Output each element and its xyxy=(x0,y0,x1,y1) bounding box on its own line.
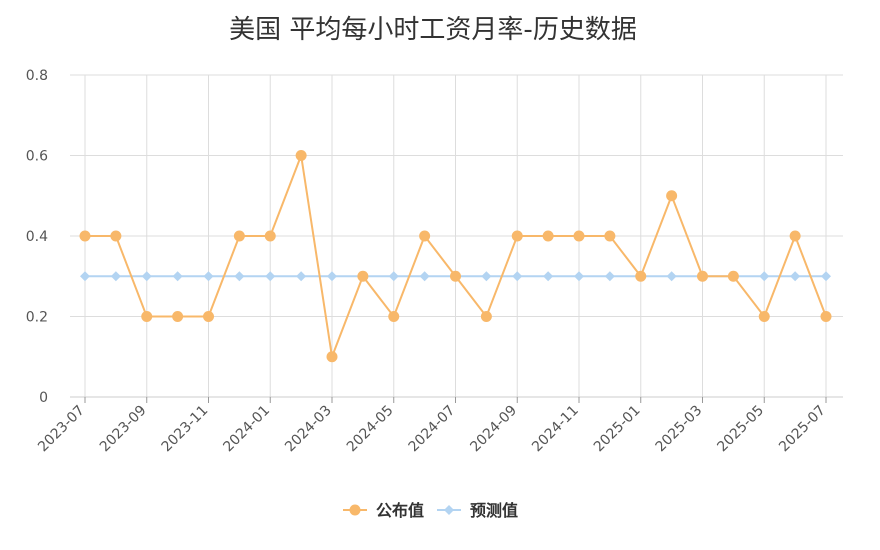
published-point[interactable] xyxy=(295,150,307,161)
x-tick-label: 2023-07 xyxy=(35,403,88,456)
published-point[interactable] xyxy=(697,270,708,282)
forecast-point[interactable] xyxy=(296,271,307,282)
legend-item-forecast[interactable]: 预测值 xyxy=(437,501,518,520)
legend-circle-icon xyxy=(349,504,361,516)
published-point[interactable] xyxy=(79,230,91,242)
published-point[interactable] xyxy=(388,311,400,322)
series-layer xyxy=(79,150,832,363)
legend-diamond-icon xyxy=(444,505,454,515)
published-point[interactable] xyxy=(326,351,338,363)
forecast-point[interactable] xyxy=(543,271,554,282)
forecast-point[interactable] xyxy=(234,271,245,282)
x-tick-label: 2024-09 xyxy=(467,403,520,456)
x-tick-label: 2024-01 xyxy=(220,403,273,456)
forecast-point[interactable] xyxy=(790,271,801,282)
x-tick-label: 2024-11 xyxy=(529,403,582,456)
published-point[interactable] xyxy=(141,311,153,322)
grid xyxy=(70,74,843,398)
chart-title: 美国 平均每小时工资月率-历史数据 xyxy=(229,15,637,45)
x-tick-label: 2025-01 xyxy=(591,403,644,456)
forecast-point[interactable] xyxy=(265,271,276,282)
x-tick-label: 2023-11 xyxy=(159,403,212,456)
published-point[interactable] xyxy=(419,230,431,242)
y-tick-label: 0.4 xyxy=(26,229,48,245)
legend-label: 公布值 xyxy=(376,501,424,520)
published-point[interactable] xyxy=(480,311,492,322)
forecast-point[interactable] xyxy=(388,271,399,282)
x-tick-label: 2024-07 xyxy=(406,403,459,456)
forecast-point[interactable] xyxy=(512,271,523,282)
x-tick-label: 2025-05 xyxy=(714,403,767,456)
forecast-point[interactable] xyxy=(821,271,831,282)
x-tick-label: 2025-03 xyxy=(653,403,706,456)
y-tick-label: 0.6 xyxy=(26,149,48,165)
forecast-point[interactable] xyxy=(666,271,677,282)
forecast-point[interactable] xyxy=(80,271,90,282)
y-tick-label: 0.2 xyxy=(26,310,48,326)
published-point[interactable] xyxy=(172,311,184,322)
published-point[interactable] xyxy=(789,230,801,242)
x-tick-label: 2023-09 xyxy=(97,403,150,456)
published-point[interactable] xyxy=(511,230,523,242)
forecast-point[interactable] xyxy=(481,271,492,282)
published-point[interactable] xyxy=(758,311,770,322)
forecast-point[interactable] xyxy=(604,271,615,282)
published-point[interactable] xyxy=(264,230,276,242)
published-point[interactable] xyxy=(110,230,122,242)
forecast-point[interactable] xyxy=(110,271,121,282)
published-point[interactable] xyxy=(203,311,214,322)
published-point[interactable] xyxy=(820,311,832,322)
published-point[interactable] xyxy=(666,190,678,202)
x-tick-label: 2024-03 xyxy=(282,403,335,456)
published-point[interactable] xyxy=(635,270,647,282)
forecast-point[interactable] xyxy=(327,271,337,282)
legend-label: 预测值 xyxy=(470,501,518,520)
forecast-point[interactable] xyxy=(574,271,584,282)
x-tick-label: 2025-07 xyxy=(776,403,829,456)
x-axis-ticks: 2023-07 2023-09 2023-11 2024-01 2024-03 2024-… xyxy=(35,397,829,455)
forecast-point[interactable] xyxy=(419,271,430,282)
legend[interactable]: 公布值 预测值 xyxy=(343,501,518,520)
forecast-point[interactable] xyxy=(141,271,152,282)
published-point[interactable] xyxy=(542,230,554,242)
published-point[interactable] xyxy=(573,230,585,242)
forecast-point[interactable] xyxy=(203,271,214,282)
y-tick-label: 0 xyxy=(39,390,48,406)
y-axis-ticks: 0 0.2 0.4 0.6 0.8 xyxy=(26,68,48,406)
published-point[interactable] xyxy=(357,270,369,282)
published-point[interactable] xyxy=(233,230,245,242)
y-tick-label: 0.8 xyxy=(26,68,48,84)
forecast-point[interactable] xyxy=(172,271,183,282)
published-point[interactable] xyxy=(604,230,616,242)
forecast-point[interactable] xyxy=(759,271,770,282)
published-point[interactable] xyxy=(450,270,461,282)
x-tick-label: 2024-05 xyxy=(344,403,397,456)
published-point[interactable] xyxy=(727,270,739,282)
legend-item-published[interactable]: 公布值 xyxy=(343,501,424,520)
